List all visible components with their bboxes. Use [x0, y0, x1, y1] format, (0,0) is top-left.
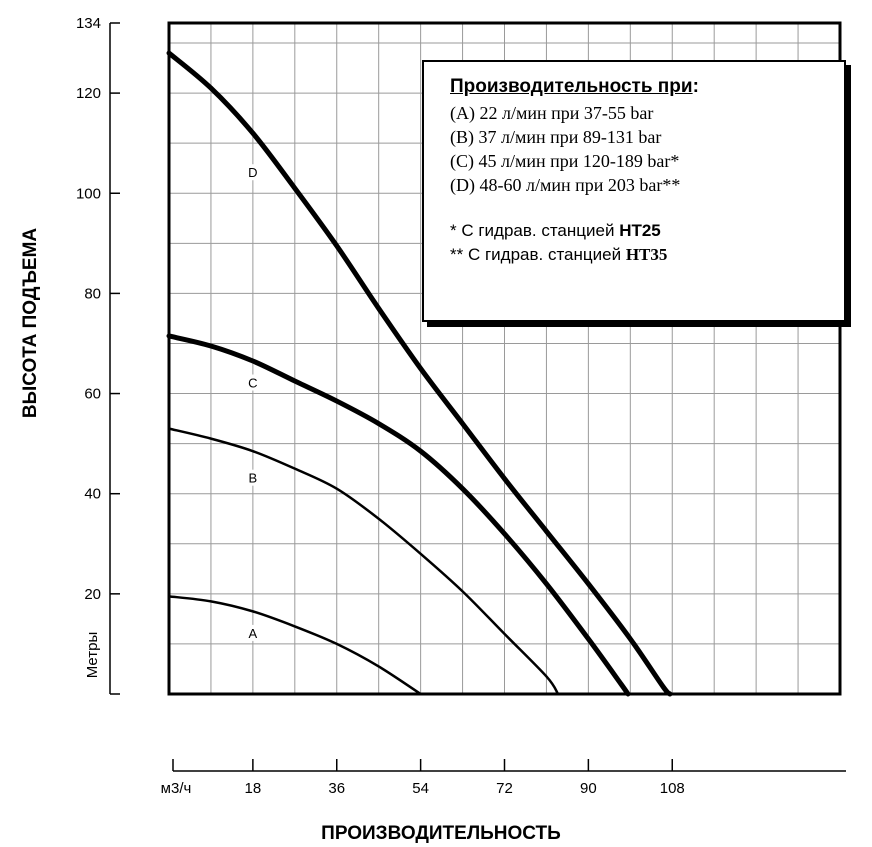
x-tick-label: 18	[245, 780, 262, 797]
curve-b	[167, 427, 560, 696]
curves	[166, 50, 673, 697]
x-tick-label: 36	[328, 780, 345, 797]
curve-label-bg	[244, 469, 261, 486]
y-tick-label: 60	[84, 386, 101, 403]
legend-item-c: (C) 45 л/мин при 120-189 bar*	[450, 151, 680, 171]
curve-label-bg	[244, 374, 261, 391]
y-axis: 20 40 60 80 100 120 134	[76, 15, 120, 695]
curve-label-c: C	[248, 376, 257, 391]
curve-labels: A B C D	[244, 164, 261, 641]
legend-item-b: (B) 37 л/мин при 89-131 bar	[450, 127, 662, 147]
x-axis: 18 36 54 72 90 108	[172, 759, 846, 797]
curve-a	[167, 595, 422, 696]
curve-label-d: D	[248, 165, 257, 180]
y-tick-label: 20	[84, 586, 101, 603]
y-unit-label: Метры	[84, 632, 101, 679]
legend-item-d: (D) 48-60 л/мин при 203 bar**	[450, 175, 681, 195]
y-tick-label: 120	[76, 85, 101, 102]
x-tick-label: 90	[580, 780, 597, 797]
legend-title: Производительность при:	[450, 76, 699, 97]
legend-box: Производительность при: (A) 22 л/мин при…	[422, 60, 846, 322]
x-tick-label: 54	[412, 780, 429, 797]
curve-label-b: B	[249, 471, 258, 486]
x-tick-label: 72	[496, 780, 513, 797]
curve-label-a: A	[249, 626, 258, 641]
y-axis-title: ВЫСОТА ПОДЪЕМА	[20, 228, 41, 419]
curve-label-bg	[244, 164, 261, 181]
x-unit-label: м3/ч	[161, 780, 192, 797]
plot-frame	[167, 21, 842, 696]
y-tick-label: 134	[76, 15, 101, 32]
legend-note-ht25: * С гидрав. станцией HT25	[450, 221, 661, 240]
x-tick-label: 108	[660, 780, 685, 797]
legend-note-ht35: ** С гидрав. станцией HT35	[450, 245, 668, 264]
y-tick-label: 100	[76, 185, 101, 202]
x-axis-title: ПРОИЗВОДИТЕЛЬНОСТЬ	[321, 823, 561, 844]
curve-label-bg	[244, 624, 261, 641]
curve-d	[166, 50, 673, 697]
y-tick-label: 40	[84, 486, 101, 503]
y-tick-label: 80	[84, 285, 101, 302]
curve-c	[166, 333, 631, 697]
legend-item-a: (A) 22 л/мин при 37-55 bar	[450, 103, 654, 123]
